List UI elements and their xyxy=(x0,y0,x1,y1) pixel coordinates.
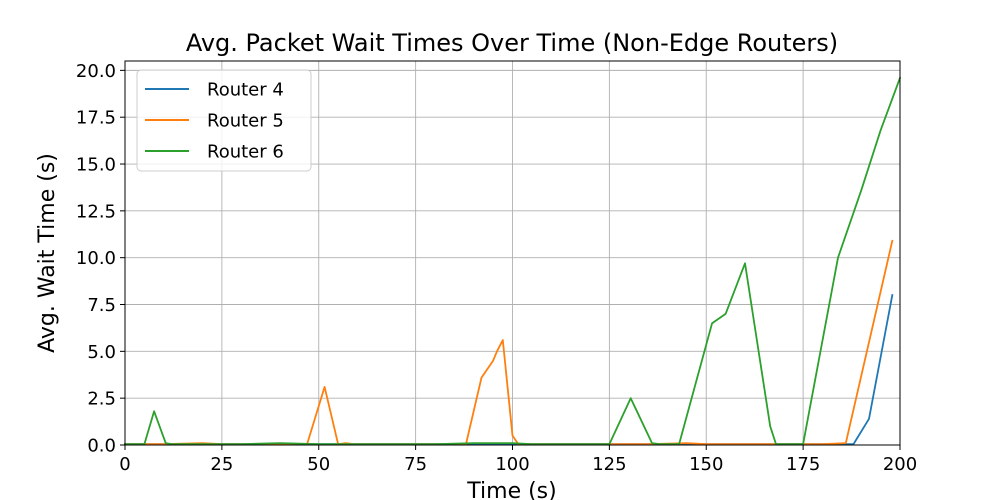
x-tick-label: 0 xyxy=(119,454,130,475)
series-lines xyxy=(124,76,902,446)
x-tick-label: 75 xyxy=(404,454,427,475)
y-tick-label: 5.0 xyxy=(87,342,116,363)
y-tick-label: 20.0 xyxy=(76,61,116,82)
legend: Router 4 Router 5 Router 6 xyxy=(136,69,312,172)
y-tick-label: 7.5 xyxy=(87,295,116,316)
x-tick-label: 50 xyxy=(307,454,330,475)
legend-label: Router 6 xyxy=(207,142,284,163)
legend-box xyxy=(136,69,312,172)
x-tick-label: 25 xyxy=(210,454,233,475)
y-axis-label: Avg. Wait Time (s) xyxy=(35,153,60,353)
x-axis-label: Time (s) xyxy=(466,479,556,500)
x-tick-label: 175 xyxy=(786,454,820,475)
y-tick-label: 15.0 xyxy=(76,155,116,176)
x-tick-label: 150 xyxy=(689,454,723,475)
series-line-router-6 xyxy=(124,76,902,446)
chart-title: Avg. Packet Wait Times Over Time (Non-Ed… xyxy=(186,29,838,57)
y-tick-label: 17.5 xyxy=(76,108,116,129)
legend-label: Router 5 xyxy=(207,111,284,132)
legend-label: Router 4 xyxy=(207,80,284,101)
x-tick-label: 100 xyxy=(495,454,529,475)
x-tick-label: 200 xyxy=(883,454,917,475)
x-tick-label: 125 xyxy=(592,454,626,475)
y-tick-label: 0.0 xyxy=(87,436,116,457)
y-tick-label: 10.0 xyxy=(76,248,116,269)
y-tick-label: 12.5 xyxy=(76,201,116,222)
y-tick-label: 2.5 xyxy=(87,389,116,410)
axis-ticks: 0 25 50 75 100 125 150 175 200 0.0 2.5 5.0 7.5 10.0 12… xyxy=(76,61,917,475)
